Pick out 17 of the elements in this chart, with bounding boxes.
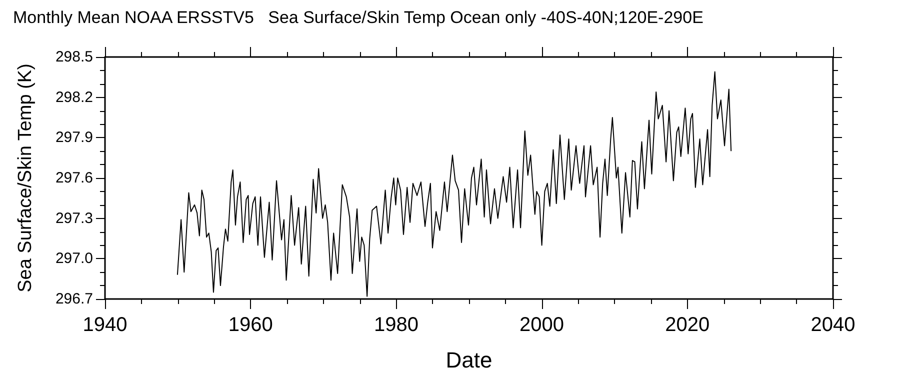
y-tick-label: 297.9 xyxy=(55,129,93,146)
y-tick-label: 298.5 xyxy=(55,48,93,66)
y-tick-label: 297.3 xyxy=(55,210,93,227)
x-tick-label: 1940 xyxy=(82,314,128,336)
y-tick-label: 296.7 xyxy=(55,290,93,308)
y-axis-title: Sea Surface/Skin Temp (K) xyxy=(15,64,36,292)
x-tick-label: 1980 xyxy=(374,314,418,336)
x-tick-label: 2020 xyxy=(665,314,710,336)
x-tick-label: 2040 xyxy=(810,314,856,336)
x-tick-label: 1960 xyxy=(228,314,273,336)
y-tick-label: 297.6 xyxy=(55,170,93,186)
y-tick-label: 297.0 xyxy=(55,250,93,268)
x-tick-label: 2000 xyxy=(520,314,564,336)
y-tick-label: 298.2 xyxy=(55,88,93,106)
line-series xyxy=(176,71,732,297)
chart-title: Monthly Mean NOAA ERSSTV5 Sea Surface/Skin Temp Ocean only -40S-40N;120E-290E xyxy=(13,8,704,27)
x-axis-title: Date xyxy=(446,348,492,372)
